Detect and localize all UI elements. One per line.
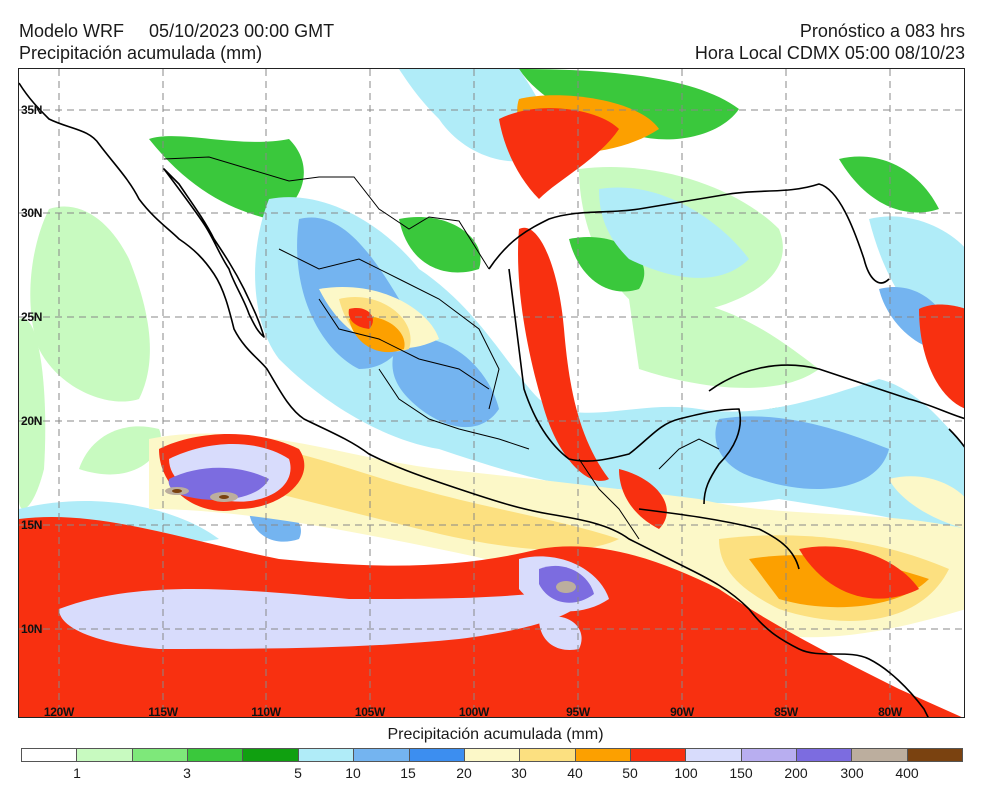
lon-label-115w: 115W [148, 705, 178, 718]
local-time: Hora Local CDMX 05:00 08/10/23 [694, 43, 965, 63]
precipitation-map: 35N 30N 25N 20N 15N 10N 120W 115W 110W 1… [18, 68, 965, 718]
colorbar-segment [686, 749, 742, 761]
colorbar-tick-label: 3 [183, 765, 191, 781]
colorbar-segment [464, 749, 521, 761]
colorbar-segment [409, 749, 465, 761]
precipitation-field [19, 69, 964, 717]
colorbar [21, 748, 963, 762]
coastlines [19, 82, 964, 717]
model-name: Modelo WRF [19, 21, 125, 41]
lon-label-95w: 95W [566, 705, 590, 718]
lat-label-30n: 30N [21, 206, 43, 220]
colorbar-segment [797, 749, 853, 761]
lat-label-10n: 10N [21, 622, 43, 636]
colorbar-tick-label: 40 [567, 765, 583, 781]
colorbar-tick-label: 30 [511, 765, 527, 781]
lon-label-100w: 100W [458, 705, 490, 718]
lat-label-25n: 25N [21, 310, 43, 324]
colorbar-tick-label: 1 [73, 765, 81, 781]
colorbar-tick-label: 50 [622, 765, 638, 781]
colorbar-title: Precipitación acumulada (mm) [387, 726, 604, 743]
lon-label-110w: 110W [251, 705, 281, 718]
colorbar-segment [741, 749, 798, 761]
colorbar-tick-label: 15 [400, 765, 416, 781]
variable-title: Precipitación acumulada (mm) [19, 43, 263, 63]
colorbar-segment [298, 749, 355, 761]
lon-label-85w: 85W [774, 705, 798, 718]
colorbar-segment [132, 749, 189, 761]
lat-label-15n: 15N [21, 518, 43, 532]
colorbar-segment [188, 749, 244, 761]
colorbar-segment [852, 749, 908, 761]
colorbar-segment [575, 749, 631, 761]
colorbar-tick-label: 5 [294, 765, 302, 781]
colorbar-tick-label: 300 [840, 765, 864, 781]
colorbar-tick-label: 10 [345, 765, 361, 781]
precip-layer-400-plus-mm [172, 489, 229, 499]
colorbar-segment [77, 749, 133, 761]
colorbar-tick-label: 150 [729, 765, 753, 781]
precip-layer-3-5mm [149, 69, 939, 459]
colorbar-segment [907, 749, 963, 761]
model-title: Modelo WRF 05/10/2023 00:00 GMT [19, 21, 334, 42]
colorbar-segment [354, 749, 410, 761]
graticule [19, 69, 964, 717]
colorbar-tick-label: 200 [784, 765, 808, 781]
colorbar-tick-label: 100 [674, 765, 698, 781]
colorbar-segment [630, 749, 687, 761]
forecast-hour: Pronóstico a 083 hrs [799, 21, 965, 41]
lon-label-120w: 120W [43, 705, 75, 718]
colorbar-tick-label: 400 [895, 765, 919, 781]
colorbar-segment [520, 749, 576, 761]
colorbar-tick-label: 20 [456, 765, 472, 781]
borders [163, 156, 720, 540]
init-time: 05/10/2023 00:00 GMT [149, 21, 335, 41]
lat-label-20n: 20N [21, 414, 43, 428]
lon-label-90w: 90W [670, 705, 694, 718]
colorbar-segment [243, 749, 299, 761]
lon-label-105w: 105W [354, 705, 386, 718]
lat-label-35n: 35N [21, 103, 43, 117]
lon-label-80w: 80W [878, 705, 902, 718]
colorbar-segment [22, 749, 78, 761]
